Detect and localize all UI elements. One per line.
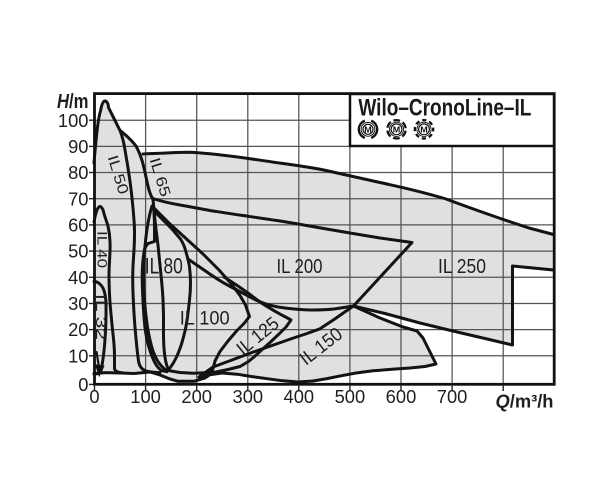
svg-text:400: 400 — [284, 387, 315, 407]
svg-text:30: 30 — [68, 294, 88, 314]
svg-text:10: 10 — [68, 346, 88, 366]
svg-text:40: 40 — [68, 268, 88, 288]
svg-text:70: 70 — [68, 189, 88, 209]
svg-text:0: 0 — [78, 375, 88, 395]
svg-text:Wilo–CronoLine–IL: Wilo–CronoLine–IL — [358, 95, 531, 122]
svg-text:300: 300 — [233, 387, 264, 407]
svg-text:90: 90 — [68, 137, 88, 157]
svg-text:Q/m³/h: Q/m³/h — [496, 391, 554, 412]
svg-text:IL 200: IL 200 — [277, 256, 323, 278]
svg-text:100: 100 — [58, 111, 89, 131]
svg-text:50: 50 — [68, 242, 88, 262]
svg-text:IL 80: IL 80 — [145, 254, 183, 279]
svg-text:500: 500 — [335, 387, 366, 407]
svg-text:IL 100: IL 100 — [180, 308, 230, 329]
svg-text:IL 32: IL 32 — [92, 294, 108, 340]
svg-text:M: M — [364, 124, 372, 134]
svg-text:IL 250: IL 250 — [438, 256, 486, 278]
svg-text:IL 40: IL 40 — [95, 231, 111, 268]
svg-text:0: 0 — [89, 387, 99, 407]
svg-text:M: M — [393, 125, 401, 135]
svg-text:H/m: H/m — [57, 91, 89, 113]
svg-text:80: 80 — [68, 163, 88, 183]
svg-text:600: 600 — [386, 387, 417, 407]
svg-text:700: 700 — [437, 387, 468, 407]
svg-text:100: 100 — [130, 387, 161, 407]
svg-text:200: 200 — [181, 387, 212, 407]
svg-text:M: M — [420, 125, 428, 135]
svg-text:20: 20 — [68, 320, 88, 340]
svg-text:60: 60 — [68, 216, 88, 236]
